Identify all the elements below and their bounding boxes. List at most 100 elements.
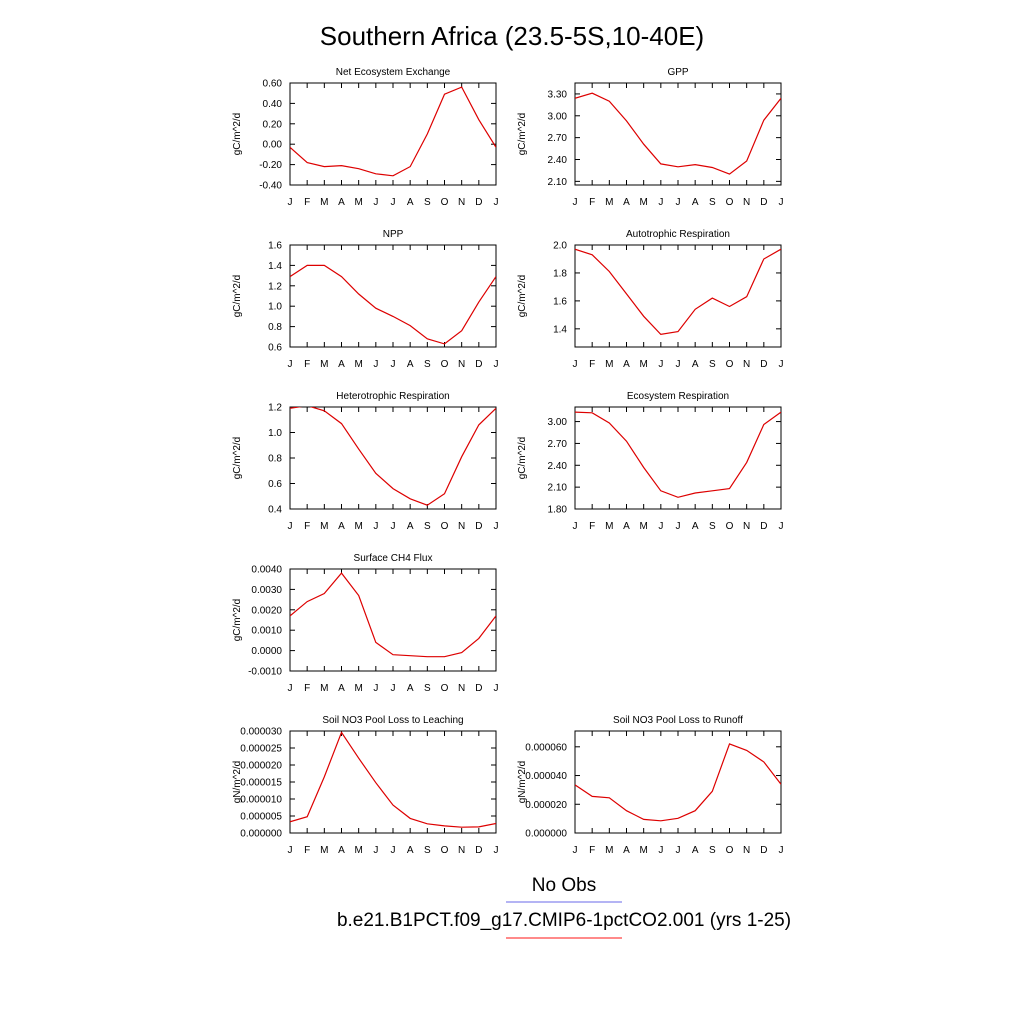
x-tick-label: F bbox=[589, 197, 595, 208]
x-tick-label: F bbox=[589, 845, 595, 856]
x-tick-label: J bbox=[676, 197, 681, 208]
x-tick-label: A bbox=[692, 845, 699, 856]
y-tick-label: 0.000040 bbox=[525, 771, 567, 782]
x-tick-label: J bbox=[391, 683, 396, 694]
x-tick-label: O bbox=[726, 521, 734, 532]
y-tick-label: 0.0000 bbox=[251, 646, 282, 657]
y-tick-label: 0.000060 bbox=[525, 742, 567, 753]
x-tick-label: N bbox=[458, 845, 465, 856]
x-tick-label: F bbox=[304, 845, 310, 856]
y-tick-label: 0.6 bbox=[268, 479, 282, 490]
x-tick-label: A bbox=[407, 683, 414, 694]
y-tick-label: 0.000020 bbox=[240, 761, 282, 772]
x-tick-label: M bbox=[639, 359, 647, 370]
plot-frame bbox=[574, 82, 782, 186]
x-tick-label: J bbox=[573, 845, 578, 856]
plot-frame bbox=[289, 82, 497, 186]
x-tick-label: S bbox=[709, 197, 716, 208]
panel-title: Autotrophic Respiration bbox=[626, 229, 730, 240]
x-tick-label: S bbox=[424, 197, 431, 208]
y-tick-label: -0.0010 bbox=[248, 667, 282, 678]
x-tick-label: J bbox=[391, 197, 396, 208]
y-tick-label: 1.0 bbox=[268, 428, 282, 439]
plot-frame bbox=[574, 406, 782, 510]
legend: No Obs b.e21.B1PCT.f09_g17.CMIP6-1pctCO2… bbox=[337, 875, 791, 939]
panel-title: Soil NO3 Pool Loss to Leaching bbox=[322, 715, 463, 726]
y-tick-label: 2.40 bbox=[548, 461, 568, 472]
x-tick-label: J bbox=[676, 359, 681, 370]
x-tick-label: F bbox=[589, 359, 595, 370]
figure-title: Southern Africa (23.5-5S,10-40E) bbox=[320, 21, 704, 51]
x-tick-label: J bbox=[658, 521, 663, 532]
panel-net-ecosystem-exchange: Net Ecosystem Exchange gC/m^2/d -0.40 -0.20… bbox=[232, 67, 499, 208]
x-tick-label: S bbox=[424, 521, 431, 532]
series-line bbox=[575, 248, 781, 336]
x-tick-label: J bbox=[494, 359, 499, 370]
x-tick-label: J bbox=[373, 359, 378, 370]
x-tick-label: N bbox=[458, 683, 465, 694]
y-axis-label: gC/m^2/d bbox=[517, 437, 528, 480]
y-tick-label: 0.0010 bbox=[251, 626, 282, 637]
series-line bbox=[290, 86, 496, 177]
y-tick-label: 0.60 bbox=[263, 79, 283, 90]
y-tick-label: 1.2 bbox=[268, 403, 282, 414]
x-tick-label: M bbox=[354, 683, 362, 694]
y-tick-label: 2.10 bbox=[548, 483, 568, 494]
series-line bbox=[575, 92, 781, 175]
x-tick-label: D bbox=[760, 197, 767, 208]
x-tick-label: N bbox=[458, 521, 465, 532]
legend-label-obs: No Obs bbox=[532, 875, 596, 896]
x-tick-label: J bbox=[658, 845, 663, 856]
x-tick-label: S bbox=[709, 359, 716, 370]
x-tick-label: M bbox=[639, 197, 647, 208]
x-tick-label: O bbox=[726, 197, 734, 208]
panel-autotrophic-respiration: Autotrophic Respiration gC/m^2/d 1.4 1.6 1.8… bbox=[517, 229, 784, 370]
x-tick-label: A bbox=[623, 197, 630, 208]
x-tick-label: O bbox=[441, 197, 449, 208]
x-tick-label: J bbox=[573, 197, 578, 208]
x-tick-label: O bbox=[441, 683, 449, 694]
y-tick-label: -0.20 bbox=[259, 160, 282, 171]
y-tick-label: 2.10 bbox=[548, 177, 568, 188]
x-tick-label: A bbox=[338, 359, 345, 370]
x-tick-label: M bbox=[354, 521, 362, 532]
x-tick-label: M bbox=[320, 845, 328, 856]
y-tick-label: 1.4 bbox=[553, 324, 567, 335]
y-tick-label: 0.000010 bbox=[240, 795, 282, 806]
y-axis-label: gN/m^2/d bbox=[517, 761, 528, 804]
x-tick-label: A bbox=[407, 197, 414, 208]
x-tick-label: J bbox=[658, 359, 663, 370]
x-tick-label: A bbox=[692, 521, 699, 532]
x-tick-label: J bbox=[373, 521, 378, 532]
x-tick-label: J bbox=[373, 197, 378, 208]
x-tick-label: O bbox=[441, 845, 449, 856]
y-tick-label: 0.000015 bbox=[240, 778, 282, 789]
panels: Net Ecosystem Exchange gC/m^2/d -0.40 -0.20… bbox=[232, 67, 784, 856]
y-axis-label: gC/m^2/d bbox=[232, 113, 243, 156]
y-tick-label: 0.0020 bbox=[251, 605, 282, 616]
x-tick-label: J bbox=[573, 359, 578, 370]
y-tick-label: 2.70 bbox=[548, 439, 568, 450]
x-tick-label: M bbox=[320, 359, 328, 370]
x-tick-label: F bbox=[589, 521, 595, 532]
x-tick-label: O bbox=[726, 845, 734, 856]
y-tick-label: 3.00 bbox=[548, 111, 568, 122]
x-tick-label: A bbox=[338, 845, 345, 856]
plot-frame bbox=[289, 568, 497, 672]
y-axis-label: gC/m^2/d bbox=[232, 437, 243, 480]
x-tick-label: O bbox=[726, 359, 734, 370]
x-tick-label: M bbox=[605, 197, 613, 208]
x-tick-label: F bbox=[304, 683, 310, 694]
x-tick-label: A bbox=[623, 521, 630, 532]
y-tick-label: 1.6 bbox=[553, 296, 567, 307]
x-tick-label: J bbox=[373, 845, 378, 856]
y-tick-label: 0.40 bbox=[263, 99, 283, 110]
panel-title: Net Ecosystem Exchange bbox=[336, 67, 451, 78]
x-tick-label: J bbox=[494, 845, 499, 856]
x-tick-label: J bbox=[658, 197, 663, 208]
y-tick-label: 2.70 bbox=[548, 133, 568, 144]
y-tick-label: 1.80 bbox=[548, 505, 568, 516]
legend-label-model: b.e21.B1PCT.f09_g17.CMIP6-1pctCO2.001 (y… bbox=[337, 910, 791, 931]
